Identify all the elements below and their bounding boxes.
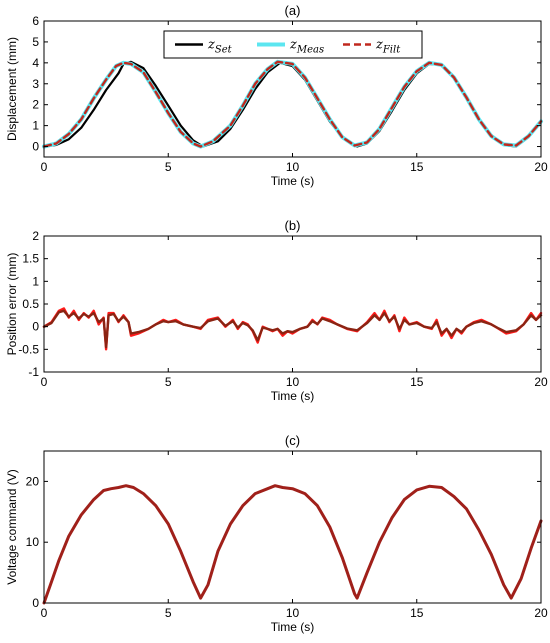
legend-label: zFilt — [375, 38, 401, 56]
legend-label-base: z — [289, 38, 297, 53]
x-tick-label: 15 — [410, 606, 424, 620]
legend-label: zMeas — [289, 38, 324, 56]
x-tick-label: 20 — [534, 606, 548, 620]
chart-title: (a) — [285, 3, 301, 18]
x-tick-label: 0 — [41, 606, 48, 620]
y-tick-label: 6 — [32, 14, 39, 28]
y-tick-label: 0 — [32, 140, 39, 154]
chart-title: (c) — [285, 433, 300, 448]
legend-box — [163, 30, 423, 59]
series-line-1 — [42, 309, 543, 349]
y-axis-label: Voltage command (V) — [5, 469, 19, 584]
x-tick-label: 0 — [41, 160, 48, 174]
x-tick-label: 15 — [410, 160, 424, 174]
series-line-2 — [42, 60, 543, 148]
y-tick-label: -1 — [28, 365, 39, 379]
x-tick-label: 15 — [410, 375, 424, 389]
x-tick-label: 20 — [534, 375, 548, 389]
chart-panel-2: (c) 0 5 10 15 20 0 10 20 Time (s) Voltage command … — [5, 433, 548, 634]
chart-panel-0: (a) 0 5 10 15 20 0 1 2 3 4 5 6 Time (s) Displacement (… — [5, 3, 548, 188]
legend-label: zSet — [207, 38, 233, 56]
y-tick-label: 1.5 — [22, 252, 39, 266]
y-tick-label: 2 — [32, 229, 39, 243]
x-tick-label: 5 — [165, 375, 172, 389]
legend-label-subscript: Meas — [296, 45, 324, 56]
y-tick-label: 2 — [32, 98, 39, 112]
y-tick-label: 1 — [32, 119, 39, 133]
plot-frame — [43, 235, 542, 373]
legend-label-subscript: Filt — [382, 45, 401, 56]
plot-frame — [43, 450, 542, 604]
y-tick-label: 1 — [32, 274, 39, 288]
legend-label-base: z — [207, 38, 215, 53]
y-tick-label: -0.5 — [18, 342, 39, 356]
x-tick-label: 10 — [286, 160, 300, 174]
series-line-0 — [42, 60, 543, 148]
x-tick-label: 0 — [41, 375, 48, 389]
y-tick-label: 0 — [32, 596, 39, 610]
legend-label-base: z — [375, 38, 383, 53]
x-axis-label: Time (s) — [271, 620, 315, 634]
y-tick-label: 3 — [32, 77, 39, 91]
chart-title: (b) — [285, 218, 301, 233]
x-tick-label: 10 — [286, 606, 300, 620]
y-tick-label: 10 — [26, 535, 40, 549]
x-tick-label: 20 — [534, 160, 548, 174]
x-axis-label: Time (s) — [271, 389, 315, 403]
y-axis-label: Position error (mm) — [5, 253, 19, 356]
x-tick-label: 5 — [165, 606, 172, 620]
x-tick-label: 10 — [286, 375, 300, 389]
y-tick-label: 0.5 — [22, 297, 39, 311]
y-tick-label: 4 — [32, 56, 39, 70]
legend: zSet zMeas zFilt — [163, 30, 423, 59]
series-line-0 — [42, 484, 543, 605]
series-line-0 — [42, 307, 543, 351]
y-tick-label: 5 — [32, 35, 39, 49]
y-axis-label: Displacement (mm) — [5, 37, 19, 141]
x-axis-label: Time (s) — [271, 174, 315, 188]
chart-panel-1: (b) 0 5 10 15 20 -1 -0.5 0 0.5 1 1.5 2 Time (s) Positi… — [5, 218, 548, 403]
x-tick-label: 5 — [165, 160, 172, 174]
y-tick-label: 0 — [32, 320, 39, 334]
y-tick-label: 20 — [26, 474, 40, 488]
legend-label-subscript: Set — [215, 45, 233, 56]
